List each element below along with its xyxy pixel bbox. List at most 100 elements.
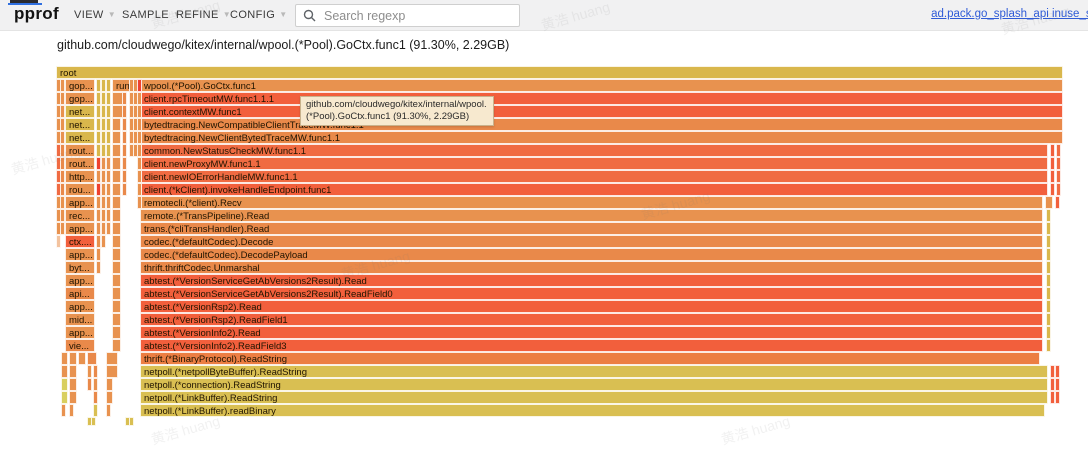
flame-sliver[interactable] bbox=[87, 352, 97, 365]
flame-sliver[interactable] bbox=[60, 92, 65, 105]
flame-sliver[interactable] bbox=[1046, 209, 1051, 222]
flame-sliver[interactable] bbox=[137, 92, 142, 105]
flame-sliver[interactable] bbox=[60, 144, 65, 157]
flame-frame[interactable]: remote.(*TransPipeline).Read bbox=[140, 209, 1043, 222]
flame-sliver[interactable] bbox=[1055, 365, 1060, 378]
flame-frame[interactable]: rec... bbox=[65, 209, 95, 222]
flame-sliver[interactable] bbox=[112, 235, 121, 248]
flame-sliver[interactable] bbox=[1056, 144, 1061, 157]
flame-sliver[interactable] bbox=[96, 170, 101, 183]
flame-sliver[interactable] bbox=[122, 92, 127, 105]
flame-frame[interactable]: rout... bbox=[65, 157, 95, 170]
flame-sliver[interactable] bbox=[101, 157, 106, 170]
menu-config[interactable]: CONFIG ▼ bbox=[230, 9, 288, 21]
flame-sliver[interactable] bbox=[137, 196, 142, 209]
flame-sliver[interactable] bbox=[61, 352, 68, 365]
flame-sliver[interactable] bbox=[112, 261, 121, 274]
flame-sliver[interactable] bbox=[1050, 365, 1055, 378]
flame-sliver[interactable] bbox=[1046, 313, 1051, 326]
flame-frame[interactable]: byt... bbox=[65, 261, 95, 274]
menu-refine[interactable]: REFINE ▼ bbox=[176, 9, 231, 21]
flame-sliver[interactable] bbox=[112, 274, 121, 287]
flame-sliver[interactable] bbox=[137, 144, 142, 157]
flame-sliver[interactable] bbox=[112, 313, 121, 326]
flame-sliver[interactable] bbox=[106, 118, 111, 131]
flame-frame[interactable]: remotecli.(*client).Recv bbox=[140, 196, 1043, 209]
flame-sliver[interactable] bbox=[106, 365, 118, 378]
flame-sliver[interactable] bbox=[93, 391, 98, 404]
flame-sliver[interactable] bbox=[122, 157, 127, 170]
flame-sliver[interactable] bbox=[112, 170, 121, 183]
flame-sliver[interactable] bbox=[122, 183, 127, 196]
flame-sliver[interactable] bbox=[93, 378, 98, 391]
flame-frame[interactable]: bytedtracing.NewClientBytedTraceMW.func1… bbox=[140, 131, 1063, 144]
flame-sliver[interactable] bbox=[61, 378, 68, 391]
flame-sliver[interactable] bbox=[1046, 326, 1051, 339]
flame-sliver[interactable] bbox=[112, 300, 121, 313]
profile-link[interactable]: ad.pack.go_splash_api inuse_sp bbox=[931, 8, 1088, 20]
flame-sliver[interactable] bbox=[112, 326, 121, 339]
flame-sliver[interactable] bbox=[60, 183, 65, 196]
flame-sliver[interactable] bbox=[112, 209, 121, 222]
flame-frame[interactable]: rou... bbox=[65, 183, 95, 196]
flame-sliver[interactable] bbox=[96, 183, 101, 196]
flame-sliver[interactable] bbox=[112, 339, 121, 352]
flame-sliver[interactable] bbox=[1045, 196, 1053, 209]
flame-frame[interactable]: client.(*kClient).invokeHandleEndpoint.f… bbox=[140, 183, 1048, 196]
flame-sliver[interactable] bbox=[112, 196, 121, 209]
flame-frame[interactable]: mid... bbox=[65, 313, 95, 326]
flame-frame[interactable]: abtest.(*VersionRsp2).Read bbox=[140, 300, 1043, 313]
flame-frame[interactable]: common.NewStatusCheckMW.func1.1 bbox=[140, 144, 1048, 157]
flame-sliver[interactable] bbox=[106, 378, 113, 391]
flame-frame[interactable]: netpoll.(*LinkBuffer).readBinary bbox=[140, 404, 1045, 417]
flame-sliver[interactable] bbox=[101, 118, 106, 131]
flame-frame[interactable]: vie... bbox=[65, 339, 95, 352]
flame-frame[interactable]: api... bbox=[65, 287, 95, 300]
flame-sliver[interactable] bbox=[69, 404, 74, 417]
flame-sliver[interactable] bbox=[1046, 339, 1051, 352]
flame-frame[interactable]: netpoll.(*LinkBuffer).ReadString bbox=[140, 391, 1048, 404]
flame-sliver[interactable] bbox=[91, 417, 96, 426]
flame-sliver[interactable] bbox=[1050, 170, 1055, 183]
flame-sliver[interactable] bbox=[122, 170, 127, 183]
flame-sliver[interactable] bbox=[1046, 261, 1051, 274]
flame-sliver[interactable] bbox=[96, 92, 101, 105]
flame-frame[interactable]: gop... bbox=[65, 79, 95, 92]
flame-frame[interactable]: thrift.(*BinaryProtocol).ReadString bbox=[140, 352, 1040, 365]
flame-sliver[interactable] bbox=[106, 157, 111, 170]
flame-sliver[interactable] bbox=[137, 157, 142, 170]
flame-frame[interactable]: abtest.(*VersionInfo2).ReadField3 bbox=[140, 339, 1043, 352]
flame-sliver[interactable] bbox=[106, 391, 113, 404]
flame-frame[interactable]: ctx.... bbox=[65, 235, 95, 248]
flame-sliver[interactable] bbox=[96, 157, 101, 170]
flame-sliver[interactable] bbox=[60, 222, 65, 235]
flame-sliver[interactable] bbox=[96, 105, 101, 118]
flame-sliver[interactable] bbox=[61, 365, 68, 378]
flame-frame[interactable]: netpoll.(*connection).ReadString bbox=[140, 378, 1048, 391]
flame-sliver[interactable] bbox=[1046, 300, 1051, 313]
flame-frame[interactable]: app... bbox=[65, 274, 95, 287]
flame-frame[interactable]: client.rpcTimeoutMW.func1.1.1 bbox=[140, 92, 1063, 105]
flame-sliver[interactable] bbox=[87, 365, 92, 378]
flame-frame[interactable]: net... bbox=[65, 118, 95, 131]
flame-frame[interactable]: abtest.(*VersionServiceGetAbVersions2Res… bbox=[140, 274, 1043, 287]
flame-sliver[interactable] bbox=[60, 170, 65, 183]
flame-sliver[interactable] bbox=[96, 131, 101, 144]
flame-sliver[interactable] bbox=[106, 222, 111, 235]
flame-sliver[interactable] bbox=[112, 287, 121, 300]
flame-sliver[interactable] bbox=[112, 118, 121, 131]
flame-sliver[interactable] bbox=[112, 131, 121, 144]
flame-sliver[interactable] bbox=[93, 404, 98, 417]
flame-sliver[interactable] bbox=[1055, 391, 1060, 404]
flame-frame[interactable]: client.contextMW.func1 bbox=[140, 105, 1063, 118]
flame-sliver[interactable] bbox=[129, 417, 134, 426]
flame-sliver[interactable] bbox=[106, 196, 111, 209]
flame-sliver[interactable] bbox=[69, 378, 77, 391]
flame-sliver[interactable] bbox=[122, 118, 127, 131]
flame-sliver[interactable] bbox=[112, 183, 121, 196]
flame-frame[interactable]: client.newProxyMW.func1.1 bbox=[140, 157, 1048, 170]
flame-sliver[interactable] bbox=[106, 183, 111, 196]
flame-sliver[interactable] bbox=[106, 105, 111, 118]
flame-sliver[interactable] bbox=[137, 105, 142, 118]
flame-sliver[interactable] bbox=[1046, 235, 1051, 248]
